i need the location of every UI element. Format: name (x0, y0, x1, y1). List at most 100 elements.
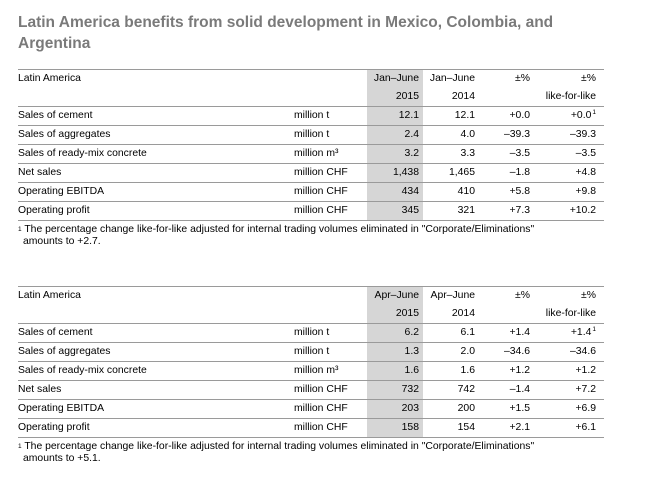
row-unit: million CHF (294, 186, 348, 197)
table-header-row-2: 2015 2014 like-for-like (18, 305, 604, 324)
row-label: Sales of ready-mix concrete (18, 148, 147, 159)
table-row: Sales of cement million t 12.1 12.1 +0.0 +0.0… (18, 107, 604, 126)
row-unit: million CHF (294, 422, 348, 433)
table-row: Net sales million CHF 1,438 1,465 –1.8 +4.8 (18, 164, 604, 183)
row-prior-value: 321 (457, 205, 475, 216)
current-period-header: Apr–June (367, 287, 423, 305)
prior-period-header: Jan–June (429, 73, 475, 84)
row-lfl-change: –39.3 (569, 129, 596, 140)
row-current-value: 3.2 (367, 145, 423, 163)
row-change: –34.6 (503, 346, 530, 357)
table-row: Operating EBITDA million CHF 203 200 +1.5 +6.… (18, 400, 604, 419)
row-label: Sales of aggregates (18, 346, 111, 357)
table-header-row-2: 2015 2014 like-for-like (18, 88, 604, 107)
lfl-header: ±% (581, 290, 596, 301)
row-current-value: 6.2 (367, 324, 423, 342)
row-prior-value: 12.1 (454, 110, 475, 121)
table-header-row: Latin America Jan–June Jan–June ±% ±% (18, 69, 604, 88)
footnote-mark: 1 (18, 226, 22, 233)
row-unit: million CHF (294, 403, 348, 414)
row-label: Net sales (18, 384, 62, 395)
row-lfl-change: +0.01 (570, 109, 596, 121)
page-title: Latin America benefits from solid develo… (18, 14, 554, 52)
lfl-header: ±% (581, 73, 596, 84)
row-change: +5.8 (509, 186, 530, 197)
prior-period-header: Apr–June (430, 290, 475, 301)
row-change: +1.2 (509, 365, 530, 376)
row-unit: million t (294, 110, 330, 121)
row-prior-value: 2.0 (460, 346, 475, 357)
row-lfl-change: +6.1 (575, 422, 596, 433)
row-unit: million t (294, 327, 330, 338)
row-current-value: 158 (367, 419, 423, 437)
row-change: +1.4 (509, 327, 530, 338)
row-change: +1.5 (509, 403, 530, 414)
row-label: Sales of cement (18, 327, 93, 338)
row-label: Sales of cement (18, 110, 93, 121)
row-prior-value: 4.0 (460, 129, 475, 140)
footnote-text-cont: amounts to +2.7. (23, 236, 101, 247)
row-label: Sales of aggregates (18, 129, 111, 140)
row-prior-value: 1.6 (460, 365, 475, 376)
region-label: Latin America (18, 290, 81, 301)
row-current-value: 732 (367, 381, 423, 399)
lfl-subheader: like-for-like (545, 91, 596, 102)
table-row: Sales of aggregates million t 1.3 2.0 –34.6 –… (18, 343, 604, 362)
change-header: ±% (515, 73, 530, 84)
row-change: +2.1 (509, 422, 530, 433)
footnote-text-cont: amounts to +5.1. (23, 453, 101, 464)
prior-year-header: 2014 (451, 308, 475, 319)
row-label: Operating profit (18, 205, 90, 216)
row-prior-value: 6.1 (460, 327, 475, 338)
row-unit: million CHF (294, 205, 348, 216)
row-change: –1.8 (509, 167, 530, 178)
footnote-ref: 1 (592, 326, 596, 333)
row-change: –3.5 (509, 148, 530, 159)
row-change: +0.0 (509, 110, 530, 121)
prior-year-header: 2014 (451, 91, 475, 102)
row-lfl-change: +1.41 (570, 326, 596, 338)
row-unit: million CHF (294, 167, 348, 178)
row-label: Operating EBITDA (18, 403, 105, 414)
table-half-year: Latin America Jan–June Jan–June ±% ±% 20… (18, 69, 604, 221)
row-unit: million CHF (294, 384, 348, 395)
footnote-ref: 1 (592, 109, 596, 116)
row-lfl-change: +1.2 (575, 365, 596, 376)
row-unit: million t (294, 346, 330, 357)
row-label: Sales of ready-mix concrete (18, 365, 147, 376)
footnote-mark: 1 (18, 443, 22, 450)
row-prior-value: 3.3 (460, 148, 475, 159)
footnote-text: The percentage change like-for-like adju… (24, 224, 535, 235)
row-current-value: 434 (367, 183, 423, 201)
row-current-value: 1.6 (367, 362, 423, 380)
row-change: +7.3 (509, 205, 530, 216)
lfl-subheader: like-for-like (545, 308, 596, 319)
row-label: Operating EBITDA (18, 186, 105, 197)
table-quarter: Latin America Apr–June Apr–June ±% ±% 20… (18, 286, 604, 438)
current-year-header: 2015 (367, 88, 423, 106)
row-current-value: 1.3 (367, 343, 423, 361)
region-label: Latin America (18, 73, 81, 84)
row-current-value: 12.1 (367, 107, 423, 125)
current-period-header: Jan–June (367, 70, 423, 88)
row-prior-value: 410 (457, 186, 475, 197)
row-unit: million m³ (294, 365, 339, 376)
row-prior-value: 200 (457, 403, 475, 414)
table-row: Sales of ready-mix concrete million m³ 3.2… (18, 145, 604, 164)
row-unit: million t (294, 129, 330, 140)
row-prior-value: 742 (457, 384, 475, 395)
table-header-row: Latin America Apr–June Apr–June ±% ±% (18, 286, 604, 305)
footnote-text: The percentage change like-for-like adju… (24, 441, 535, 452)
row-prior-value: 154 (457, 422, 475, 433)
row-label: Net sales (18, 167, 62, 178)
row-change: –39.3 (503, 129, 530, 140)
table-row: Operating profit million CHF 345 321 +7.3 +10… (18, 202, 604, 221)
current-year-header: 2015 (367, 305, 423, 323)
row-lfl-change: +9.8 (575, 186, 596, 197)
row-current-value: 345 (367, 202, 423, 220)
table-row: Sales of ready-mix concrete million m³ 1.6… (18, 362, 604, 381)
row-change: –1.4 (509, 384, 530, 395)
row-lfl-change: –3.5 (575, 148, 596, 159)
row-current-value: 203 (367, 400, 423, 418)
footnote: 1 The percentage change like-for-like ad… (18, 441, 608, 465)
